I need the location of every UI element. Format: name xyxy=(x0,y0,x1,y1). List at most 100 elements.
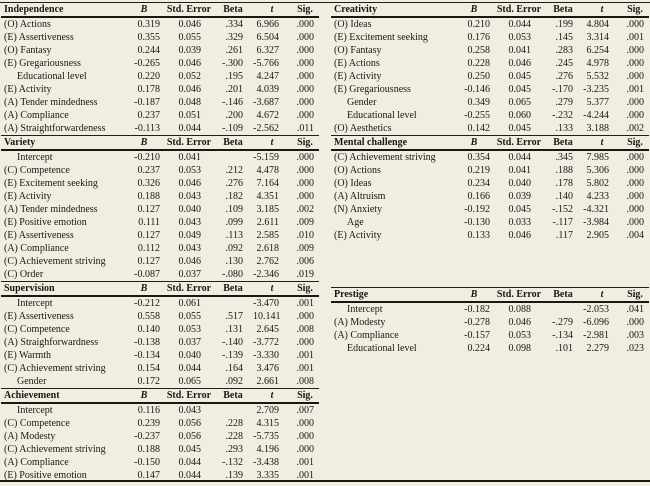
cell-t: 4.804 xyxy=(586,19,610,30)
section-title: Mental challenge xyxy=(331,135,453,151)
cell-sig: .008 xyxy=(296,324,315,335)
cell-sig: .000 xyxy=(296,444,315,455)
cell-beta: .200 xyxy=(225,110,244,121)
cell-b: 0.178 xyxy=(137,84,161,95)
row-label: (E) Activity xyxy=(334,71,382,82)
cell-sig: .000 xyxy=(626,97,645,108)
row-label: Intercept xyxy=(347,304,383,315)
row-label: (A) Compliance xyxy=(4,457,69,468)
cell-sig: .000 xyxy=(296,191,315,202)
table-row: (O) Fantasy 0.258 0.041 .283 6.254 .000 xyxy=(331,44,649,57)
table-row: Intercept -0.182 0.088 -2.053 .041 xyxy=(331,302,649,316)
cell-beta: .188 xyxy=(555,165,574,176)
cell-se: 0.033 xyxy=(508,217,532,228)
cell-se: 0.065 xyxy=(508,97,532,108)
table-row: Gender 0.349 0.065 .279 5.377 .000 xyxy=(331,96,649,109)
column-header-b: B xyxy=(123,388,165,404)
column-header-t: t xyxy=(583,135,621,151)
column-header-t: t xyxy=(583,3,621,18)
row-label: (E) Assertiveness xyxy=(4,311,74,322)
cell-t: 3.188 xyxy=(586,123,610,134)
column-header-beta: Beta xyxy=(213,135,253,151)
column-header-sig-: Sig. xyxy=(291,281,319,297)
cell-b: -0.210 xyxy=(134,152,160,163)
cell-b: -0.138 xyxy=(134,337,160,348)
cell-beta: .228 xyxy=(225,431,244,442)
column-header-sig-: Sig. xyxy=(621,3,649,18)
cell-sig: .010 xyxy=(296,230,315,241)
section-title: Creativity xyxy=(331,3,453,18)
table-row: (E) Warmth -0.134 0.040 -.139 -3.330 .001 xyxy=(1,349,319,362)
column-gap xyxy=(331,242,649,287)
row-label: (A) Tender mindedness xyxy=(4,97,98,108)
row-label: (C) Achievement striving xyxy=(4,363,106,374)
table-row: Age -0.130 0.033 -.117 -3.984 .000 xyxy=(331,216,649,229)
section-header-row: Variety B Std. Error Beta t Sig. xyxy=(1,135,319,151)
cell-sig: .000 xyxy=(296,431,315,442)
cell-beta: -.134 xyxy=(552,330,573,341)
cell-beta: -.132 xyxy=(222,457,243,468)
row-label: (E) Positive emotion xyxy=(4,217,87,228)
cell-beta: -.140 xyxy=(222,337,243,348)
cell-beta: .092 xyxy=(225,243,244,254)
section-header-row: Mental challenge B Std. Error Beta t Sig. xyxy=(331,135,649,151)
cell-sig: .007 xyxy=(296,405,315,416)
section-mental-challenge: Mental challenge B Std. Error Beta t Sig. (C) … xyxy=(331,135,649,242)
cell-t: -2.053 xyxy=(583,304,609,315)
section-supervision: Supervision B Std. Error Beta t Sig. Intercept… xyxy=(1,281,319,388)
cell-beta: .133 xyxy=(555,123,574,134)
cell-sig: .002 xyxy=(296,204,315,215)
cell-sig: .000 xyxy=(296,178,315,189)
column-header-beta: Beta xyxy=(543,135,583,151)
cell-b: 0.188 xyxy=(137,191,161,202)
cell-t: -5.159 xyxy=(253,152,279,163)
table-row: (E) Assertiveness 0.127 0.049 .113 2.585 .010 xyxy=(1,229,319,242)
cell-t: 4.039 xyxy=(256,84,280,95)
table-row: (N) Anxiety -0.192 0.045 -.152 -4.321 .000 xyxy=(331,203,649,216)
table-row: (A) Tender mindedness 0.127 0.040 .109 3.185… xyxy=(1,203,319,216)
table-row: (A) Compliance 0.112 0.043 .092 2.618 .009 xyxy=(1,242,319,255)
cell-beta: .212 xyxy=(225,165,244,176)
cell-se: 0.056 xyxy=(178,418,202,429)
table-row: (C) Achievement striving 0.127 0.046 .130 2.… xyxy=(1,255,319,268)
row-label: (E) Excitement seeking xyxy=(334,32,428,43)
cell-b: 0.355 xyxy=(137,32,161,43)
cell-se: 0.055 xyxy=(178,32,202,43)
column-header-std-error: Std. Error xyxy=(165,388,213,404)
cell-sig: .000 xyxy=(626,178,645,189)
cell-sig: .001 xyxy=(626,32,645,43)
cell-sig: .000 xyxy=(626,152,645,163)
row-label: (O) Fantasy xyxy=(334,45,382,56)
cell-se: 0.044 xyxy=(178,123,202,134)
cell-b: -0.146 xyxy=(464,84,490,95)
cell-t: 3.314 xyxy=(586,32,610,43)
cell-b: 0.558 xyxy=(137,311,161,322)
cell-b: -0.182 xyxy=(464,304,490,315)
column-header-sig-: Sig. xyxy=(291,135,319,151)
cell-b: 0.166 xyxy=(467,191,491,202)
row-label: (O) Ideas xyxy=(334,178,372,189)
cell-b: 0.176 xyxy=(467,32,491,43)
cell-t: 6.254 xyxy=(586,45,610,56)
cell-se: 0.098 xyxy=(508,343,532,354)
cell-beta: -.080 xyxy=(222,269,243,280)
cell-b: 0.147 xyxy=(137,470,161,481)
row-label: Educational level xyxy=(347,343,417,354)
table-row: (E) Activity 0.133 0.046 .117 2.905 .004 xyxy=(331,229,649,242)
cell-sig: .000 xyxy=(296,110,315,121)
cell-t: -3.687 xyxy=(253,97,279,108)
cell-beta: .279 xyxy=(555,97,574,108)
column-header-t: t xyxy=(253,281,291,297)
cell-sig: .001 xyxy=(626,84,645,95)
cell-b: 0.140 xyxy=(137,324,161,335)
column-header-t: t xyxy=(253,388,291,404)
table-row: (E) Actions 0.228 0.046 .245 4.978 .000 xyxy=(331,57,649,70)
cell-sig: .041 xyxy=(626,304,645,315)
cell-b: 0.154 xyxy=(137,363,161,374)
cell-b: 0.127 xyxy=(137,256,161,267)
column-header-b: B xyxy=(123,3,165,18)
cell-b: 0.142 xyxy=(467,123,491,134)
cell-se: 0.044 xyxy=(178,470,202,481)
row-label: Educational level xyxy=(347,110,417,121)
cell-t: 4.247 xyxy=(256,71,280,82)
